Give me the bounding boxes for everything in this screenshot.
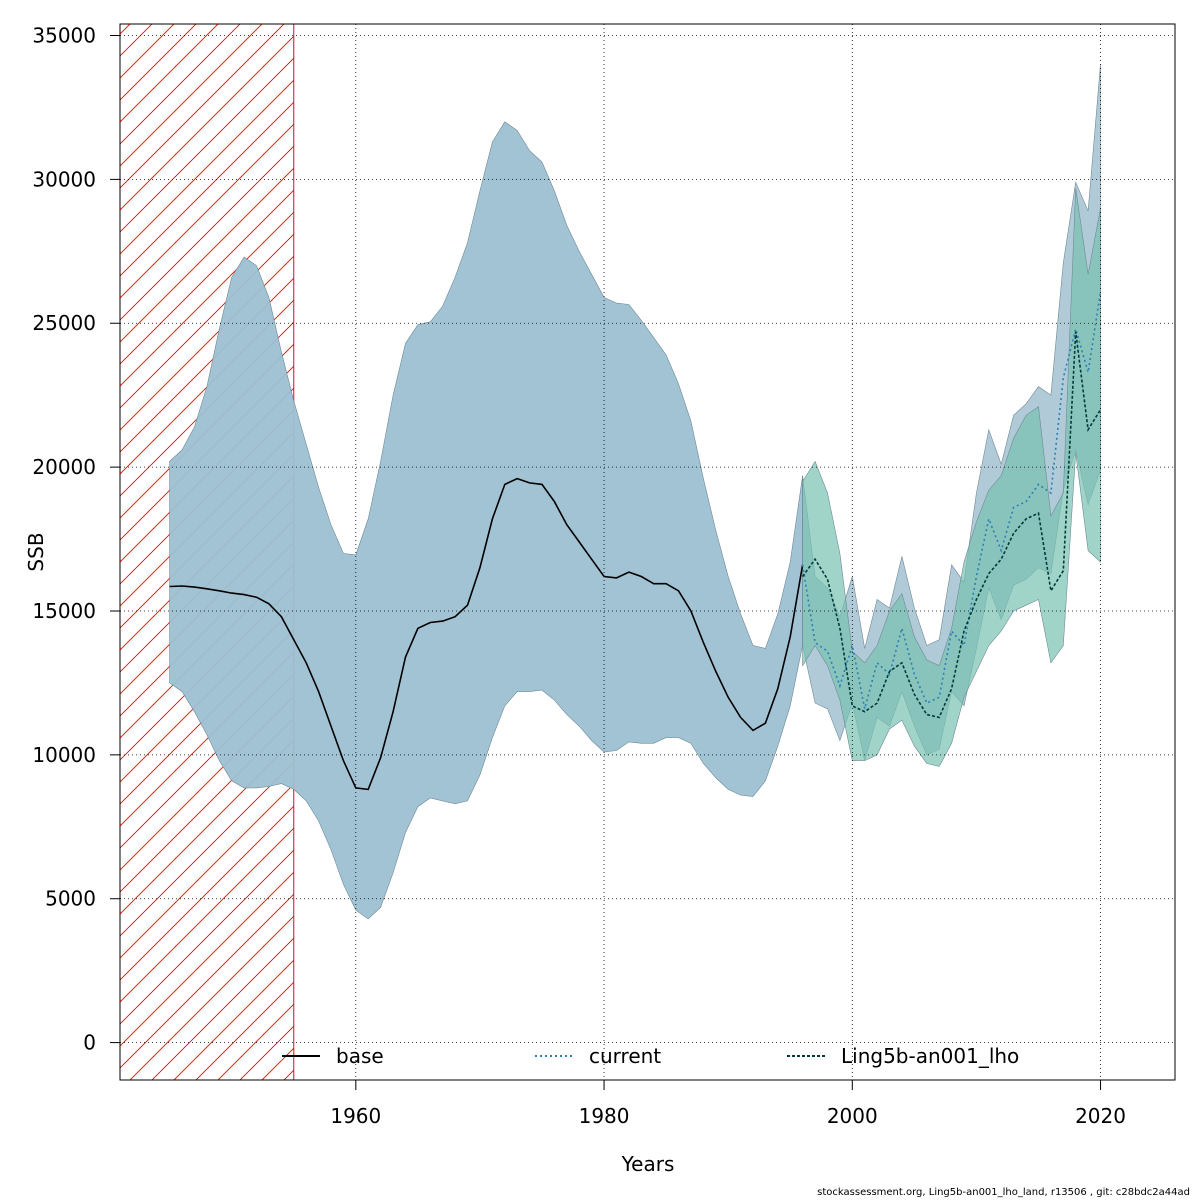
y-axis: 0 5000 10000 15000 20000 25000 30000 35000 [32, 24, 120, 1055]
line-current [801, 291, 1102, 710]
y-tick-label-20000: 20000 [32, 455, 96, 479]
legend-label-base: base [336, 1044, 384, 1068]
x-tick-label-1960: 1960 [330, 1104, 381, 1128]
legend: base current Ling5b-an001_lho [282, 1044, 1019, 1068]
y-tick-label-5000: 5000 [45, 887, 96, 911]
plot-frame [119, 23, 1176, 1081]
y-axis-title: SSB [24, 532, 48, 571]
y-tick-label-0: 0 [83, 1031, 96, 1055]
x-tick-label-2000: 2000 [827, 1104, 878, 1128]
y-tick-label-25000: 25000 [32, 311, 96, 335]
legend-label-current: current [589, 1044, 661, 1068]
band-Ling5b-an001_lho [802, 187, 1101, 767]
x-axis: 1960 1980 2000 2020 [330, 1080, 1126, 1128]
y-tick-label-35000: 35000 [32, 24, 96, 48]
y-tick-label-10000: 10000 [32, 743, 96, 767]
series-lines [169, 291, 1102, 791]
grid-lines [120, 24, 1175, 1080]
footer-note: stockassessment.org, Ling5b-an001_lho_la… [817, 1187, 1190, 1198]
x-tick-label-2020: 2020 [1075, 1104, 1126, 1128]
legend-label-Ling5b-an001_lho: Ling5b-an001_lho [841, 1044, 1019, 1068]
y-tick-label-30000: 30000 [32, 167, 96, 191]
x-axis-title: Years [621, 1152, 675, 1176]
x-tick-label-1980: 1980 [579, 1104, 630, 1128]
y-tick-label-15000: 15000 [32, 599, 96, 623]
line-base [169, 477, 804, 791]
confidence-bands [169, 64, 1101, 920]
